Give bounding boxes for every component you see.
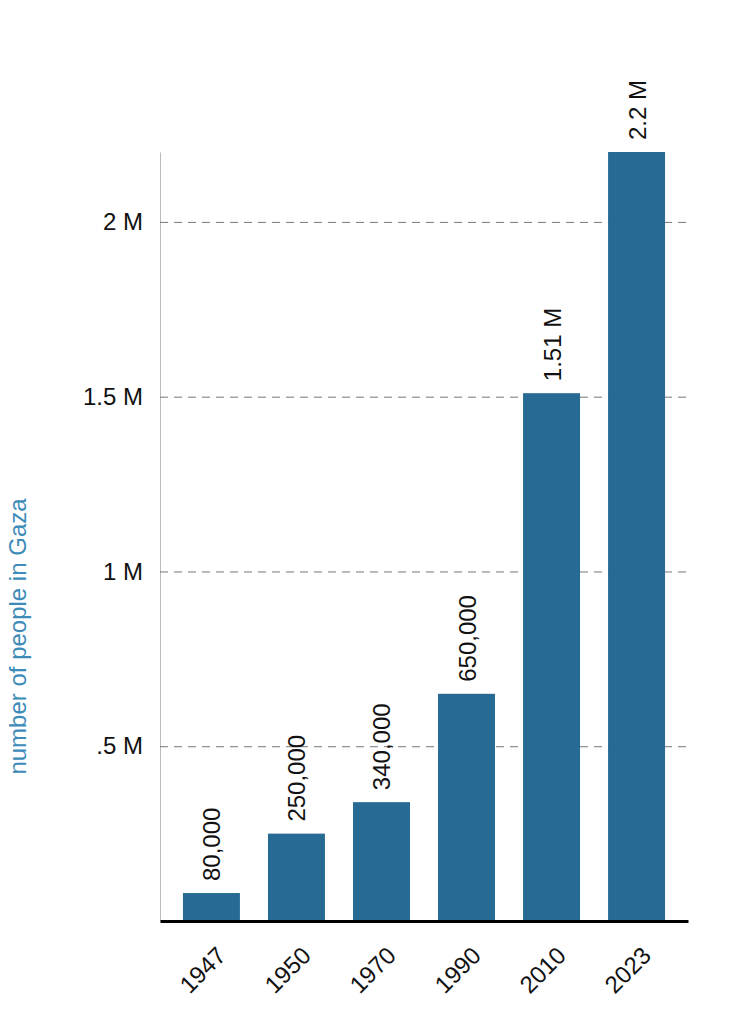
x-tick: 1990 bbox=[429, 921, 486, 998]
x-tick: 1947 bbox=[174, 921, 231, 998]
y-tick: 1 M bbox=[103, 558, 688, 585]
x-tick-label: 2010 bbox=[514, 941, 571, 998]
x-axis-line bbox=[161, 920, 689, 923]
data-label: 80,000 bbox=[198, 808, 225, 881]
data-labels: 80,000 250,000 340,000 650,000 1.51 M 2.2 M bbox=[198, 80, 650, 881]
x-tick-label: 2023 bbox=[599, 941, 656, 998]
data-label: 1.51 M bbox=[539, 308, 566, 381]
data-label: 340,000 bbox=[368, 703, 395, 790]
y-tick-label: 1.5 M bbox=[83, 383, 143, 410]
data-label: 2.2 M bbox=[624, 80, 651, 140]
y-tick: 1.5 M bbox=[83, 383, 688, 410]
bar bbox=[608, 152, 665, 921]
x-tick-label: 1947 bbox=[174, 941, 231, 998]
x-tick-label: 1970 bbox=[344, 941, 401, 998]
data-label: 650,000 bbox=[454, 595, 481, 682]
y-tick-label: 2 M bbox=[103, 208, 143, 235]
data-label: 250,000 bbox=[283, 735, 310, 822]
x-tick: 1950 bbox=[259, 921, 316, 998]
x-tick: 2010 bbox=[514, 921, 571, 998]
x-tick-label: 1950 bbox=[259, 941, 316, 998]
bar bbox=[438, 694, 495, 921]
y-tick: 2 M bbox=[103, 208, 688, 235]
bar bbox=[353, 802, 410, 921]
x-tick-label: 1990 bbox=[429, 941, 486, 998]
chart: .5 M 1 M 1.5 M 2 M 1947 1950 1970 1990 2010 2023 8… bbox=[0, 0, 735, 1024]
x-tick: 1970 bbox=[344, 921, 401, 998]
y-axis: .5 M 1 M 1.5 M 2 M bbox=[83, 153, 688, 922]
bar bbox=[523, 393, 580, 921]
y-tick-label: 1 M bbox=[103, 558, 143, 585]
x-tick: 2023 bbox=[599, 921, 656, 998]
y-axis-line bbox=[160, 153, 161, 922]
bar bbox=[183, 893, 240, 921]
y-tick-label: .5 M bbox=[96, 732, 143, 759]
bar bbox=[268, 834, 325, 921]
x-axis: 1947 1950 1970 1990 2010 2023 bbox=[161, 921, 689, 998]
y-axis-title: number of people in Gaza bbox=[4, 498, 31, 775]
bars bbox=[183, 152, 665, 921]
